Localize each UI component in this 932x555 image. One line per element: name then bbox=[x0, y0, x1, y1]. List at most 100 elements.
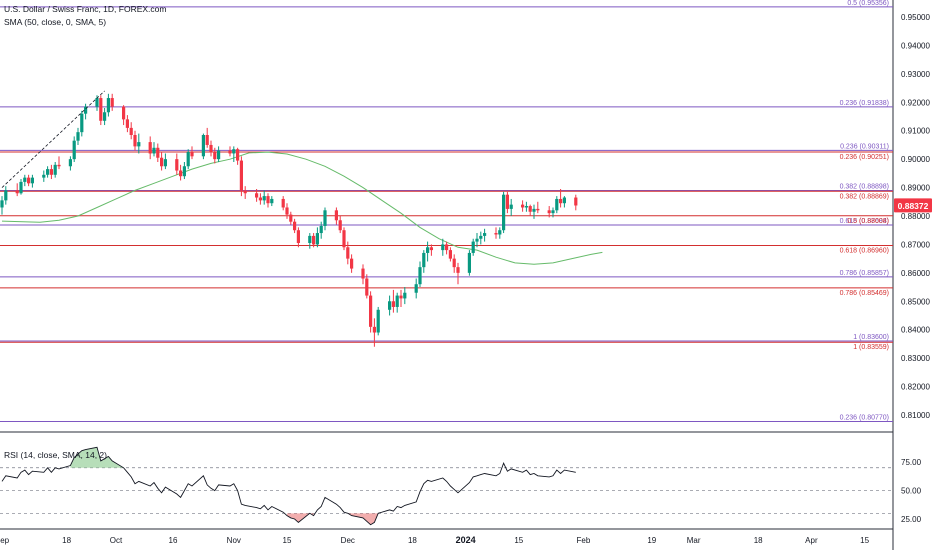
price-tick-label: 0.81000 bbox=[901, 411, 930, 420]
chart-title: U.S. Dollar / Swiss Franc, 1D, FOREX.com bbox=[4, 4, 167, 14]
candle-body bbox=[475, 238, 479, 242]
candle-body bbox=[262, 196, 266, 201]
candle-body bbox=[361, 268, 365, 279]
candle-body bbox=[125, 119, 129, 128]
candle-body bbox=[213, 152, 217, 160]
rsi-line bbox=[1, 446, 576, 526]
candle-body bbox=[266, 196, 270, 204]
candle-body bbox=[315, 233, 319, 245]
candle-body bbox=[483, 233, 487, 236]
rsi-tick-label: 50.00 bbox=[901, 487, 922, 496]
candle-body bbox=[479, 235, 483, 239]
candle-body bbox=[4, 190, 8, 201]
time-tick-label: 19 bbox=[647, 536, 656, 545]
candle-body bbox=[372, 326, 376, 333]
fib-purple-label: 1 (0.83600) bbox=[853, 334, 889, 341]
candle-body bbox=[99, 98, 103, 121]
candle-body bbox=[422, 252, 426, 268]
candle-body bbox=[19, 181, 23, 194]
candle-body bbox=[509, 204, 513, 209]
fib-red-label: 1 (0.83559) bbox=[853, 344, 889, 351]
candle-body bbox=[122, 106, 126, 120]
candle-body bbox=[448, 250, 452, 259]
candle-body bbox=[505, 194, 509, 209]
time-tick-label: Dec bbox=[341, 536, 355, 545]
candle-body bbox=[232, 149, 236, 154]
candle-body bbox=[160, 157, 164, 167]
candle-body bbox=[15, 190, 19, 194]
candle-body bbox=[334, 210, 338, 221]
candle-body bbox=[190, 152, 194, 157]
fib-red-label: 0.618 (0.86960) bbox=[840, 248, 889, 255]
fib-red-label: 0.786 (0.85469) bbox=[840, 290, 889, 297]
price-tick-label: 0.90000 bbox=[901, 155, 930, 164]
candle-body bbox=[285, 207, 289, 215]
candle-body bbox=[270, 198, 274, 204]
price-tick-label: 0.94000 bbox=[901, 41, 930, 50]
candle-body bbox=[228, 150, 232, 154]
candle-body bbox=[441, 244, 445, 251]
candle-body bbox=[521, 204, 525, 208]
candle-body bbox=[342, 230, 346, 248]
fib-purple-label: 0.236 (0.80770) bbox=[840, 414, 889, 421]
time-tick-label: 15 bbox=[283, 536, 292, 545]
price-tick-label: 0.88000 bbox=[901, 212, 930, 221]
candle-body bbox=[414, 284, 418, 293]
fib-purple-label: 0.5 (0.95356) bbox=[847, 0, 889, 7]
candle-body bbox=[494, 233, 498, 235]
candle-body bbox=[528, 206, 532, 212]
fib-red-label: 0.236 (0.90251) bbox=[840, 154, 889, 161]
candle-body bbox=[84, 106, 88, 114]
fib-purple-label: 0.618 (0.87684) bbox=[840, 218, 889, 225]
sma-line bbox=[1, 151, 603, 265]
time-tick-label: 18 bbox=[62, 536, 71, 545]
candle-body bbox=[68, 159, 72, 167]
price-tick-label: 0.92000 bbox=[901, 98, 930, 107]
time-tick-label: Apr bbox=[805, 536, 818, 545]
candle-body bbox=[456, 267, 460, 273]
candle-body bbox=[365, 278, 369, 296]
price-tick-label: 0.89000 bbox=[901, 184, 930, 193]
candle-body bbox=[152, 147, 156, 154]
sma-legend: SMA (50, close, 0, SMA, 5) bbox=[4, 17, 107, 27]
candle-body bbox=[129, 127, 133, 135]
candle-body bbox=[23, 177, 27, 182]
candle-body bbox=[289, 214, 293, 222]
candle-body bbox=[555, 198, 559, 211]
fib-purple-label: 0.786 (0.85857) bbox=[840, 270, 889, 277]
candle-body bbox=[403, 292, 407, 299]
candle-body bbox=[76, 132, 80, 141]
fib-purple-label: 0.382 (0.88898) bbox=[840, 183, 889, 190]
candle-body bbox=[391, 301, 395, 307]
candle-body bbox=[255, 193, 259, 198]
price-tick-label: 0.85000 bbox=[901, 297, 930, 306]
candle-body bbox=[532, 208, 536, 212]
price-tick-label: 0.95000 bbox=[901, 13, 930, 22]
last-price-label: 0.88372 bbox=[898, 201, 929, 211]
price-tick-label: 0.86000 bbox=[901, 269, 930, 278]
candle-body bbox=[133, 135, 137, 147]
candle-body bbox=[53, 164, 57, 175]
candle-body bbox=[429, 247, 433, 251]
candle-body bbox=[467, 252, 471, 273]
candle-body bbox=[209, 144, 213, 153]
candle-body bbox=[156, 147, 160, 158]
candle-body bbox=[179, 170, 183, 177]
candle-body bbox=[559, 198, 563, 204]
candle-body bbox=[236, 149, 240, 161]
candle-body bbox=[217, 150, 221, 160]
candle-body bbox=[49, 169, 53, 175]
candle-body bbox=[186, 152, 190, 167]
time-tick-label: 15 bbox=[514, 536, 523, 545]
candle-body bbox=[110, 98, 114, 107]
candle-body bbox=[319, 225, 323, 234]
candle-body bbox=[95, 98, 99, 107]
candle-body bbox=[57, 164, 61, 167]
candle-body bbox=[243, 190, 247, 194]
candle-body bbox=[163, 159, 167, 167]
price-tick-label: 0.83000 bbox=[901, 354, 930, 363]
candle-body bbox=[551, 210, 555, 214]
price-tick-label: 0.91000 bbox=[901, 127, 930, 136]
